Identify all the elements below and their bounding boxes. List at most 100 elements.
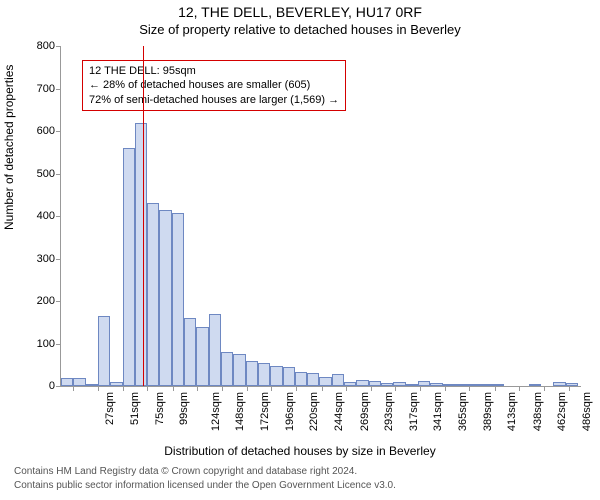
xtick-mark [371,386,372,391]
xtick-mark [495,386,496,391]
histogram-bar [332,374,344,386]
ytick-label: 200 [23,295,55,307]
ytick-label: 400 [23,210,55,222]
xtick-mark [346,386,347,391]
xtick-mark [445,386,446,391]
x-axis-label: Distribution of detached houses by size … [0,444,600,458]
histogram-bar [159,210,171,386]
histogram-bar [246,361,258,386]
marker-info-box: 12 THE DELL: 95sqm← 28% of detached hous… [82,60,346,111]
footer-line2: Contains public sector information licen… [14,480,396,491]
xtick-label: 413sqm [506,392,518,431]
footer-line1: Contains HM Land Registry data © Crown c… [14,466,357,477]
xtick-mark [123,386,124,391]
histogram-bar [172,213,184,386]
histogram-bar [529,384,541,386]
ytick-label: 300 [23,253,55,265]
xtick-mark [395,386,396,391]
xtick-label: 75sqm [154,392,166,425]
ytick-label: 500 [23,168,55,180]
xtick-label: 486sqm [581,392,593,431]
ytick-mark [56,216,61,217]
xtick-mark [569,386,570,391]
xtick-label: 99sqm [178,392,190,425]
ytick-mark [56,386,61,387]
ytick-mark [56,344,61,345]
histogram-bar [258,363,270,386]
histogram-bar [553,382,565,386]
histogram-bar [381,383,393,386]
xtick-label: 124sqm [210,392,222,431]
info-box-line: 12 THE DELL: 95sqm [89,64,339,78]
ytick-label: 700 [23,83,55,95]
histogram-bar [307,373,319,386]
ytick-mark [56,89,61,90]
xtick-mark [322,386,323,391]
histogram-bar [319,377,331,386]
xtick-label: 269sqm [359,392,371,431]
ytick-mark [56,259,61,260]
info-box-line: ← 28% of detached houses are smaller (60… [89,78,339,92]
xtick-label: 51sqm [129,392,141,425]
histogram-bar [455,384,467,386]
ytick-label: 100 [23,338,55,350]
ytick-mark [56,46,61,47]
histogram-bar [184,318,196,386]
histogram-bar [110,382,122,386]
histogram-plot: 12 THE DELL: 95sqm← 28% of detached hous… [60,46,581,387]
xtick-label: 438sqm [532,392,544,431]
title-line1: 12, THE DELL, BEVERLEY, HU17 0RF [0,4,600,20]
xtick-label: 220sqm [308,392,320,431]
ytick-mark [56,301,61,302]
ytick-mark [56,131,61,132]
xtick-mark [147,386,148,391]
histogram-bar [73,378,85,386]
xtick-label: 172sqm [259,392,271,431]
histogram-bar [406,384,418,386]
histogram-bar [233,354,245,386]
histogram-bar [135,123,147,387]
marker-line [143,46,144,386]
xtick-label: 462sqm [557,392,569,431]
histogram-bar [196,327,208,387]
histogram-bar [479,384,491,386]
ytick-label: 800 [23,40,55,52]
histogram-bar [295,372,307,386]
xtick-mark [247,386,248,391]
xtick-label: 389sqm [482,392,494,431]
histogram-bar [209,314,221,386]
xtick-label: 27sqm [104,392,116,425]
histogram-bar [430,383,442,386]
xtick-mark [420,386,421,391]
xtick-mark [271,386,272,391]
histogram-bar [61,378,73,387]
info-box-line: 72% of semi-detached houses are larger (… [89,93,339,107]
xtick-mark [73,386,74,391]
xtick-label: 293sqm [383,392,395,431]
xtick-mark [544,386,545,391]
histogram-bar [221,352,233,386]
histogram-bar [270,366,282,386]
ytick-mark [56,174,61,175]
xtick-mark [469,386,470,391]
xtick-mark [173,386,174,391]
xtick-label: 317sqm [408,392,420,431]
histogram-bar [98,316,110,386]
histogram-bar [492,384,504,386]
histogram-bar [566,383,578,386]
xtick-mark [519,386,520,391]
histogram-bar [356,380,368,386]
histogram-bar [123,148,135,386]
title-line2: Size of property relative to detached ho… [0,22,600,37]
xtick-mark [222,386,223,391]
y-axis-label: Number of detached properties [2,65,16,230]
xtick-label: 148sqm [235,392,247,431]
xtick-mark [296,386,297,391]
xtick-label: 244sqm [333,392,345,431]
histogram-bar [86,384,98,386]
xtick-label: 196sqm [284,392,296,431]
histogram-bar [147,203,159,386]
xtick-label: 341sqm [432,392,444,431]
xtick-mark [197,386,198,391]
histogram-bar [283,367,295,386]
